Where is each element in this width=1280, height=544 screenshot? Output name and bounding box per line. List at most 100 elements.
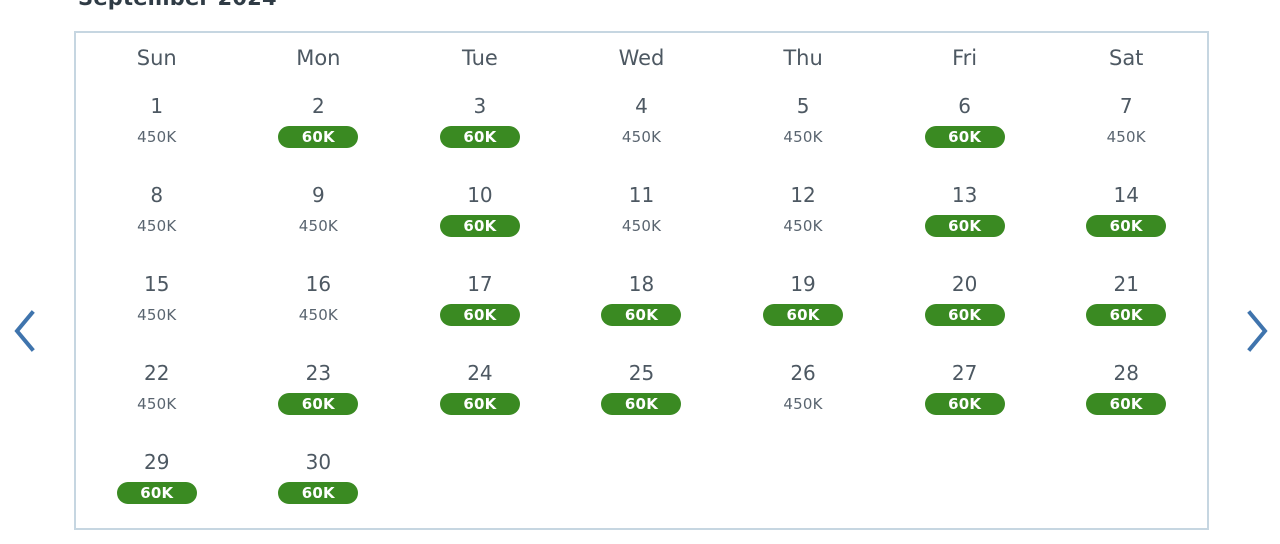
day-cell[interactable]: 15 450K <box>76 261 238 350</box>
day-number: 7 <box>1119 94 1133 118</box>
weekday-label-wed: Wed <box>618 46 665 70</box>
day-cell[interactable]: 8 450K <box>76 172 238 261</box>
status-badge: 60K <box>924 215 1005 237</box>
calendar-week-row: 22 450K 23 60K 24 60K 25 60K 26 450K 27 60K 28 60K <box>76 350 1207 439</box>
status-badge: 60K <box>439 215 520 237</box>
day-value: 450K <box>137 395 177 413</box>
status-badge: 60K <box>1086 304 1167 326</box>
calendar-week-row: 29 60K 30 60K <box>76 439 1207 528</box>
day-cell[interactable]: 7 450K <box>1045 83 1207 172</box>
status-badge: 60K <box>278 393 359 415</box>
page-title: September 2024 <box>78 0 277 10</box>
day-cell[interactable]: 13 60K <box>884 172 1046 261</box>
day-cell[interactable]: 29 60K <box>76 439 238 528</box>
day-number: 20 <box>951 272 978 296</box>
day-number: 9 <box>311 183 325 207</box>
day-cell-empty <box>399 439 561 528</box>
day-cell[interactable]: 21 60K <box>1045 261 1207 350</box>
day-cell[interactable]: 18 60K <box>561 261 723 350</box>
day-value: 450K <box>1106 128 1146 146</box>
status-badge: 60K <box>763 304 844 326</box>
chevron-left-icon <box>11 309 37 353</box>
day-number: 15 <box>144 272 170 296</box>
status-badge: 60K <box>278 482 359 504</box>
day-cell[interactable]: 22 450K <box>76 350 238 439</box>
weekday-label-tue: Tue <box>461 46 498 70</box>
day-cell[interactable]: 19 60K <box>722 261 884 350</box>
day-number: 4 <box>635 94 648 118</box>
status-badge: 60K <box>116 482 197 504</box>
day-number: 6 <box>958 94 971 118</box>
day-cell[interactable]: 25 60K <box>561 350 723 439</box>
day-number: 19 <box>790 272 816 296</box>
weekday-label-fri: Fri <box>952 46 978 70</box>
day-cell[interactable]: 16 450K <box>238 261 400 350</box>
day-number: 29 <box>144 450 170 474</box>
day-cell-empty <box>1045 439 1207 528</box>
weekday-label-sun: Sun <box>136 46 177 70</box>
day-cell[interactable]: 10 60K <box>399 172 561 261</box>
weekday-label-thu: Thu <box>783 46 823 70</box>
weekday-label-mon: Mon <box>296 46 341 70</box>
day-number: 30 <box>305 450 332 474</box>
day-number: 25 <box>628 361 655 385</box>
day-cell[interactable]: 27 60K <box>884 350 1046 439</box>
day-number: 10 <box>467 183 493 207</box>
day-number: 27 <box>951 361 978 385</box>
day-cell[interactable]: 12 450K <box>722 172 884 261</box>
status-badge: 60K <box>924 304 1005 326</box>
day-value: 450K <box>298 306 338 324</box>
day-cell[interactable]: 20 60K <box>884 261 1046 350</box>
day-cell[interactable]: 1 450K <box>76 83 238 172</box>
day-cell[interactable]: 28 60K <box>1045 350 1207 439</box>
weekday-header-row: Sun Mon Tue Wed Thu Fri Sat <box>76 33 1207 83</box>
day-cell[interactable]: 6 60K <box>884 83 1046 172</box>
day-number: 1 <box>150 94 164 118</box>
day-value: 450K <box>137 128 177 146</box>
calendar-week-row: 1 450K 2 60K 3 60K 4 450K 5 450K 6 60K 7 450K <box>76 83 1207 172</box>
day-cell[interactable]: 9 450K <box>238 172 400 261</box>
status-badge: 60K <box>601 304 682 326</box>
day-number: 3 <box>473 94 487 118</box>
day-cell[interactable]: 3 60K <box>399 83 561 172</box>
day-number: 21 <box>1113 272 1139 296</box>
day-cell[interactable]: 17 60K <box>399 261 561 350</box>
day-number: 23 <box>305 361 332 385</box>
day-cell[interactable]: 5 450K <box>722 83 884 172</box>
calendar-weeks: 1 450K 2 60K 3 60K 4 450K 5 450K 6 60K 7 450K 8 450K 9 45… <box>76 83 1207 528</box>
day-cell-empty <box>722 439 884 528</box>
calendar-card: Sun Mon Tue Wed Thu Fri Sat 1 450K 2 60K 3 60K 4 450K… <box>74 31 1209 530</box>
day-cell[interactable]: 14 60K <box>1045 172 1207 261</box>
day-number: 28 <box>1113 361 1139 385</box>
day-cell[interactable]: 23 60K <box>238 350 400 439</box>
status-badge: 60K <box>924 126 1005 148</box>
day-value: 450K <box>621 128 662 146</box>
day-cell[interactable]: 24 60K <box>399 350 561 439</box>
day-number: 14 <box>1113 183 1139 207</box>
day-cell-empty <box>884 439 1046 528</box>
day-cell[interactable]: 26 450K <box>722 350 884 439</box>
day-value: 450K <box>137 217 177 235</box>
day-cell[interactable]: 4 450K <box>561 83 723 172</box>
previous-month-button[interactable] <box>4 300 44 362</box>
day-cell[interactable]: 30 60K <box>238 439 400 528</box>
day-cell[interactable]: 2 60K <box>238 83 400 172</box>
day-number: 16 <box>305 272 332 296</box>
calendar-week-row: 8 450K 9 450K 10 60K 11 450K 12 450K 13 60K 14 60K <box>76 172 1207 261</box>
day-number: 24 <box>467 361 493 385</box>
day-value: 450K <box>298 217 338 235</box>
day-number: 13 <box>951 183 978 207</box>
next-month-button[interactable] <box>1238 300 1278 362</box>
day-value: 450K <box>783 217 823 235</box>
chevron-right-icon <box>1245 309 1271 353</box>
day-value: 450K <box>783 128 823 146</box>
status-badge: 60K <box>601 393 682 415</box>
day-cell[interactable]: 11 450K <box>561 172 723 261</box>
status-badge: 60K <box>1086 393 1167 415</box>
day-number: 17 <box>467 272 493 296</box>
day-number: 5 <box>796 94 810 118</box>
status-badge: 60K <box>439 304 520 326</box>
day-number: 26 <box>790 361 816 385</box>
status-badge: 60K <box>439 393 520 415</box>
day-value: 450K <box>783 395 823 413</box>
